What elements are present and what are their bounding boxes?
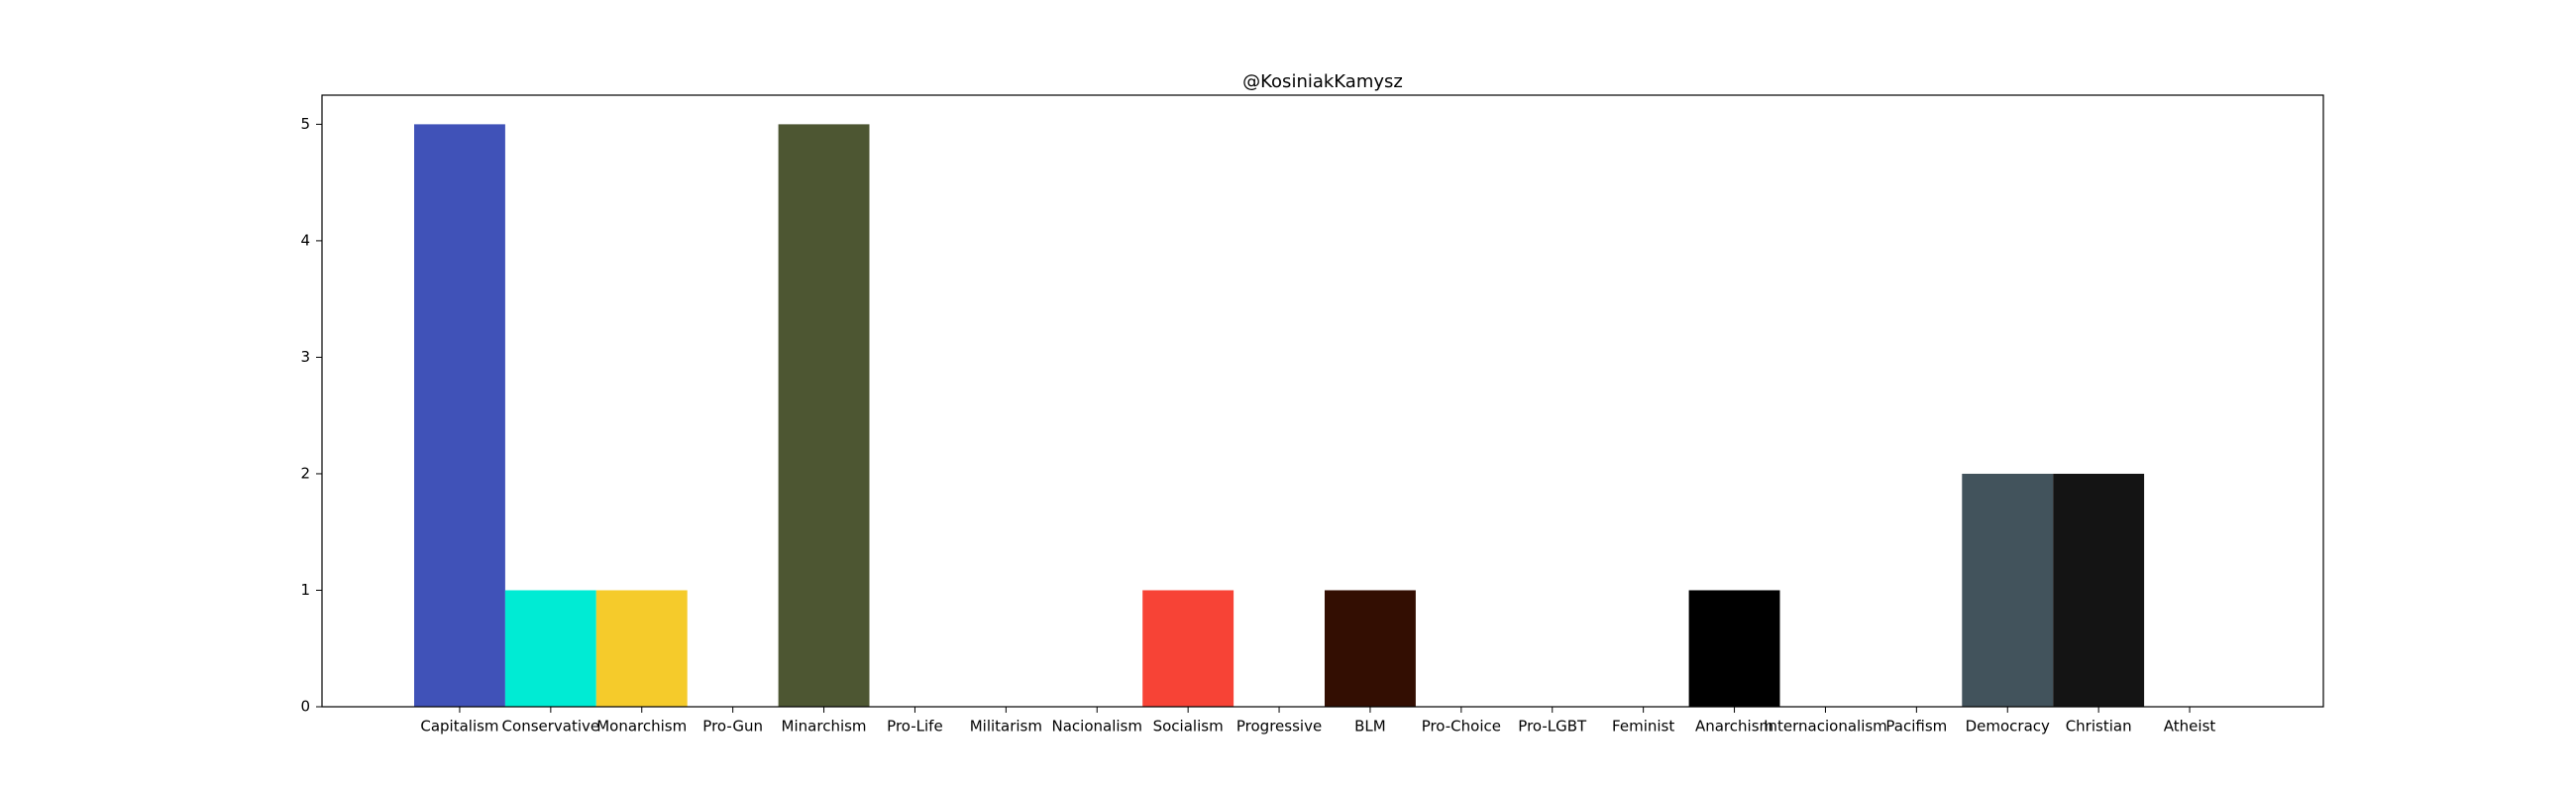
x-tick-label: Pro-LGBT bbox=[1518, 718, 1587, 736]
bar-anarchism bbox=[1688, 590, 1780, 707]
chart-title: @KosiniakKamysz bbox=[1242, 71, 1403, 92]
x-tick-label: Pro-Gun bbox=[702, 718, 763, 736]
bars-group bbox=[414, 124, 2145, 707]
y-axis: 0 1 2 3 4 5 bbox=[300, 115, 322, 716]
x-tick-label: Pro-Choice bbox=[1422, 718, 1501, 736]
y-tick-label: 2 bbox=[300, 464, 310, 482]
bar-conservative bbox=[504, 590, 596, 707]
bar-christian bbox=[2053, 473, 2145, 707]
x-tick-label: Progressive bbox=[1236, 718, 1322, 736]
x-tick-label: Anarchism bbox=[1695, 718, 1773, 736]
y-tick-label: 3 bbox=[300, 348, 310, 366]
y-tick-label: 4 bbox=[300, 231, 310, 249]
x-tick-label: Nacionalism bbox=[1052, 718, 1142, 736]
bar-monarchism bbox=[595, 590, 688, 707]
bar-socialism bbox=[1142, 590, 1234, 707]
x-tick-label: Feminist bbox=[1612, 718, 1674, 736]
x-tick-label: Internacionalism bbox=[1764, 718, 1887, 736]
x-tick-label: Monarchism bbox=[596, 718, 687, 736]
x-tick-label: Socialism bbox=[1153, 718, 1224, 736]
y-tick-label: 5 bbox=[300, 115, 310, 133]
x-tick-label: Capitalism bbox=[420, 718, 498, 736]
y-tick-label: 1 bbox=[300, 581, 310, 599]
y-tick-label: 0 bbox=[300, 698, 310, 716]
bar-capitalism bbox=[414, 124, 505, 707]
x-tick-label: Minarchism bbox=[782, 718, 867, 736]
x-tick-label: Democracy bbox=[1966, 718, 2050, 736]
x-tick-label: Pacifism bbox=[1885, 718, 1947, 736]
x-tick-label: Pro-Life bbox=[887, 718, 943, 736]
x-tick-label: Militarism bbox=[970, 718, 1042, 736]
bar-blm bbox=[1325, 590, 1416, 707]
x-tick-label: Atheist bbox=[2164, 718, 2216, 736]
bar-minarchism bbox=[778, 124, 870, 707]
x-tick-label: Conservative bbox=[502, 718, 600, 736]
plot-frame bbox=[321, 94, 2324, 708]
bar-democracy bbox=[1962, 473, 2054, 707]
x-tick-label: Christian bbox=[2066, 718, 2132, 736]
x-tick-label: BLM bbox=[1354, 718, 1386, 736]
